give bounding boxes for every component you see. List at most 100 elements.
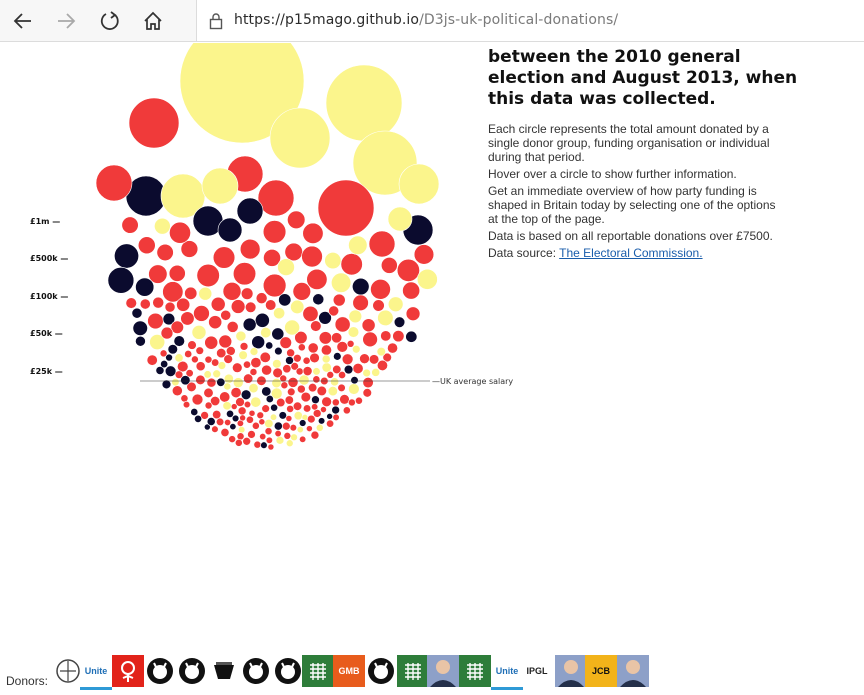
electoral-commission-link[interactable]: The Electoral Commission. [559,246,703,260]
donation-bubble[interactable] [312,293,325,306]
donation-bubble[interactable] [290,433,298,442]
donation-bubble[interactable] [265,394,274,404]
donor-logo-labour-rose-icon[interactable] [112,655,144,687]
donation-bubble[interactable] [259,351,271,363]
donation-bubble[interactable] [146,354,158,366]
donation-bubble[interactable] [167,344,178,355]
donation-bubble[interactable] [259,433,267,441]
donation-bubble[interactable] [238,350,248,360]
donation-bubble[interactable] [208,315,223,330]
donation-bubble[interactable] [217,361,227,370]
donation-bubble[interactable] [302,222,324,244]
donation-bubble[interactable] [212,246,236,269]
donation-bubble[interactable] [352,294,369,311]
donation-bubble[interactable] [377,309,394,327]
donation-bubble[interactable] [265,299,277,311]
donation-bubble[interactable] [275,436,285,445]
refresh-button[interactable] [95,6,125,36]
donation-bubble[interactable] [198,286,213,301]
donation-bubble[interactable] [231,414,240,423]
donation-bubble[interactable] [135,335,146,347]
donation-bubble[interactable] [229,423,237,431]
donation-bubble[interactable] [362,377,374,389]
donation-bubble[interactable] [293,411,303,421]
donation-bubble[interactable] [211,358,220,367]
donation-bubble[interactable] [393,316,406,328]
donation-bubble[interactable] [222,401,232,411]
donation-bubble[interactable] [280,381,289,390]
donation-bubble[interactable] [352,344,361,354]
donation-bubble[interactable] [239,238,261,260]
donation-bubble[interactable] [184,286,198,300]
donation-bubble[interactable] [261,364,272,376]
donation-bubble[interactable] [263,248,281,267]
donation-bubble[interactable] [370,278,391,300]
donation-bubble[interactable] [306,268,328,290]
donation-bubble[interactable] [321,396,332,407]
donation-bubble[interactable] [180,311,195,326]
donation-bubble[interactable] [242,317,257,332]
donation-bubble[interactable] [337,383,346,392]
donation-bubble[interactable] [132,320,148,336]
donation-bubble[interactable] [326,413,333,420]
donation-bubble[interactable] [302,305,319,322]
donation-bubble[interactable] [341,353,354,365]
donation-bubble[interactable] [269,413,278,421]
donation-bubble[interactable] [276,397,286,408]
donation-bubble[interactable] [226,321,239,333]
donation-bubble[interactable] [279,336,292,349]
donation-bubble[interactable] [187,340,197,350]
donation-bubble[interactable] [402,281,421,300]
donation-bubble[interactable] [273,421,283,431]
forward-button[interactable] [51,6,81,36]
donation-bubble[interactable] [238,426,246,434]
donation-bubble[interactable] [243,360,251,369]
donation-bubble[interactable] [174,370,184,379]
donation-bubble[interactable] [346,340,355,348]
donation-bubble[interactable] [342,406,351,415]
donor-logo-github-icon[interactable] [144,655,176,687]
donation-bubble[interactable] [245,301,257,313]
donation-bubble[interactable] [331,332,343,344]
donation-bubble[interactable] [307,414,316,424]
donation-bubble[interactable] [298,419,307,427]
donation-bubble[interactable] [254,312,270,328]
donation-bubble[interactable] [168,264,186,282]
donation-bubble[interactable] [265,436,273,444]
donor-logo-github-icon[interactable] [240,655,272,687]
donation-bubble[interactable] [330,377,340,387]
donation-bubble[interactable] [327,386,338,397]
donation-bubble[interactable] [398,163,440,205]
donation-bubble[interactable] [301,245,323,268]
donor-logo-person-photo-icon[interactable] [617,655,649,687]
donation-bubble[interactable] [147,312,164,330]
donation-bubble[interactable] [269,107,331,169]
donation-bubble[interactable] [240,389,252,400]
donation-bubble[interactable] [296,426,304,434]
donation-bubble[interactable] [95,164,133,202]
donation-bubble[interactable] [176,297,191,312]
donation-bubble[interactable] [372,299,385,312]
donation-bubble[interactable] [296,384,306,394]
donation-bubble[interactable] [260,441,268,449]
donation-bubble[interactable] [200,411,209,420]
donation-bubble[interactable] [387,206,413,232]
donation-bubble[interactable] [210,396,221,407]
donor-logo-jcb-icon[interactable]: JCB [585,655,617,687]
donation-bubble[interactable] [338,371,346,379]
donation-bubble[interactable] [195,374,206,385]
donation-bubble[interactable] [352,277,370,296]
donation-bubble[interactable] [239,414,246,422]
donation-bubble[interactable] [348,235,368,255]
donation-bubble[interactable] [279,374,288,383]
donation-bubble[interactable] [267,443,275,451]
donation-bubble[interactable] [326,371,335,379]
donation-bubble[interactable] [230,299,246,314]
donation-bubble[interactable] [195,361,206,372]
donation-bubble[interactable] [222,282,242,301]
donation-bubble[interactable] [257,179,295,217]
donation-bubble[interactable] [273,307,286,320]
donation-bubble[interactable] [312,375,321,384]
donation-bubble[interactable] [154,217,171,235]
donation-bubble[interactable] [382,352,392,363]
